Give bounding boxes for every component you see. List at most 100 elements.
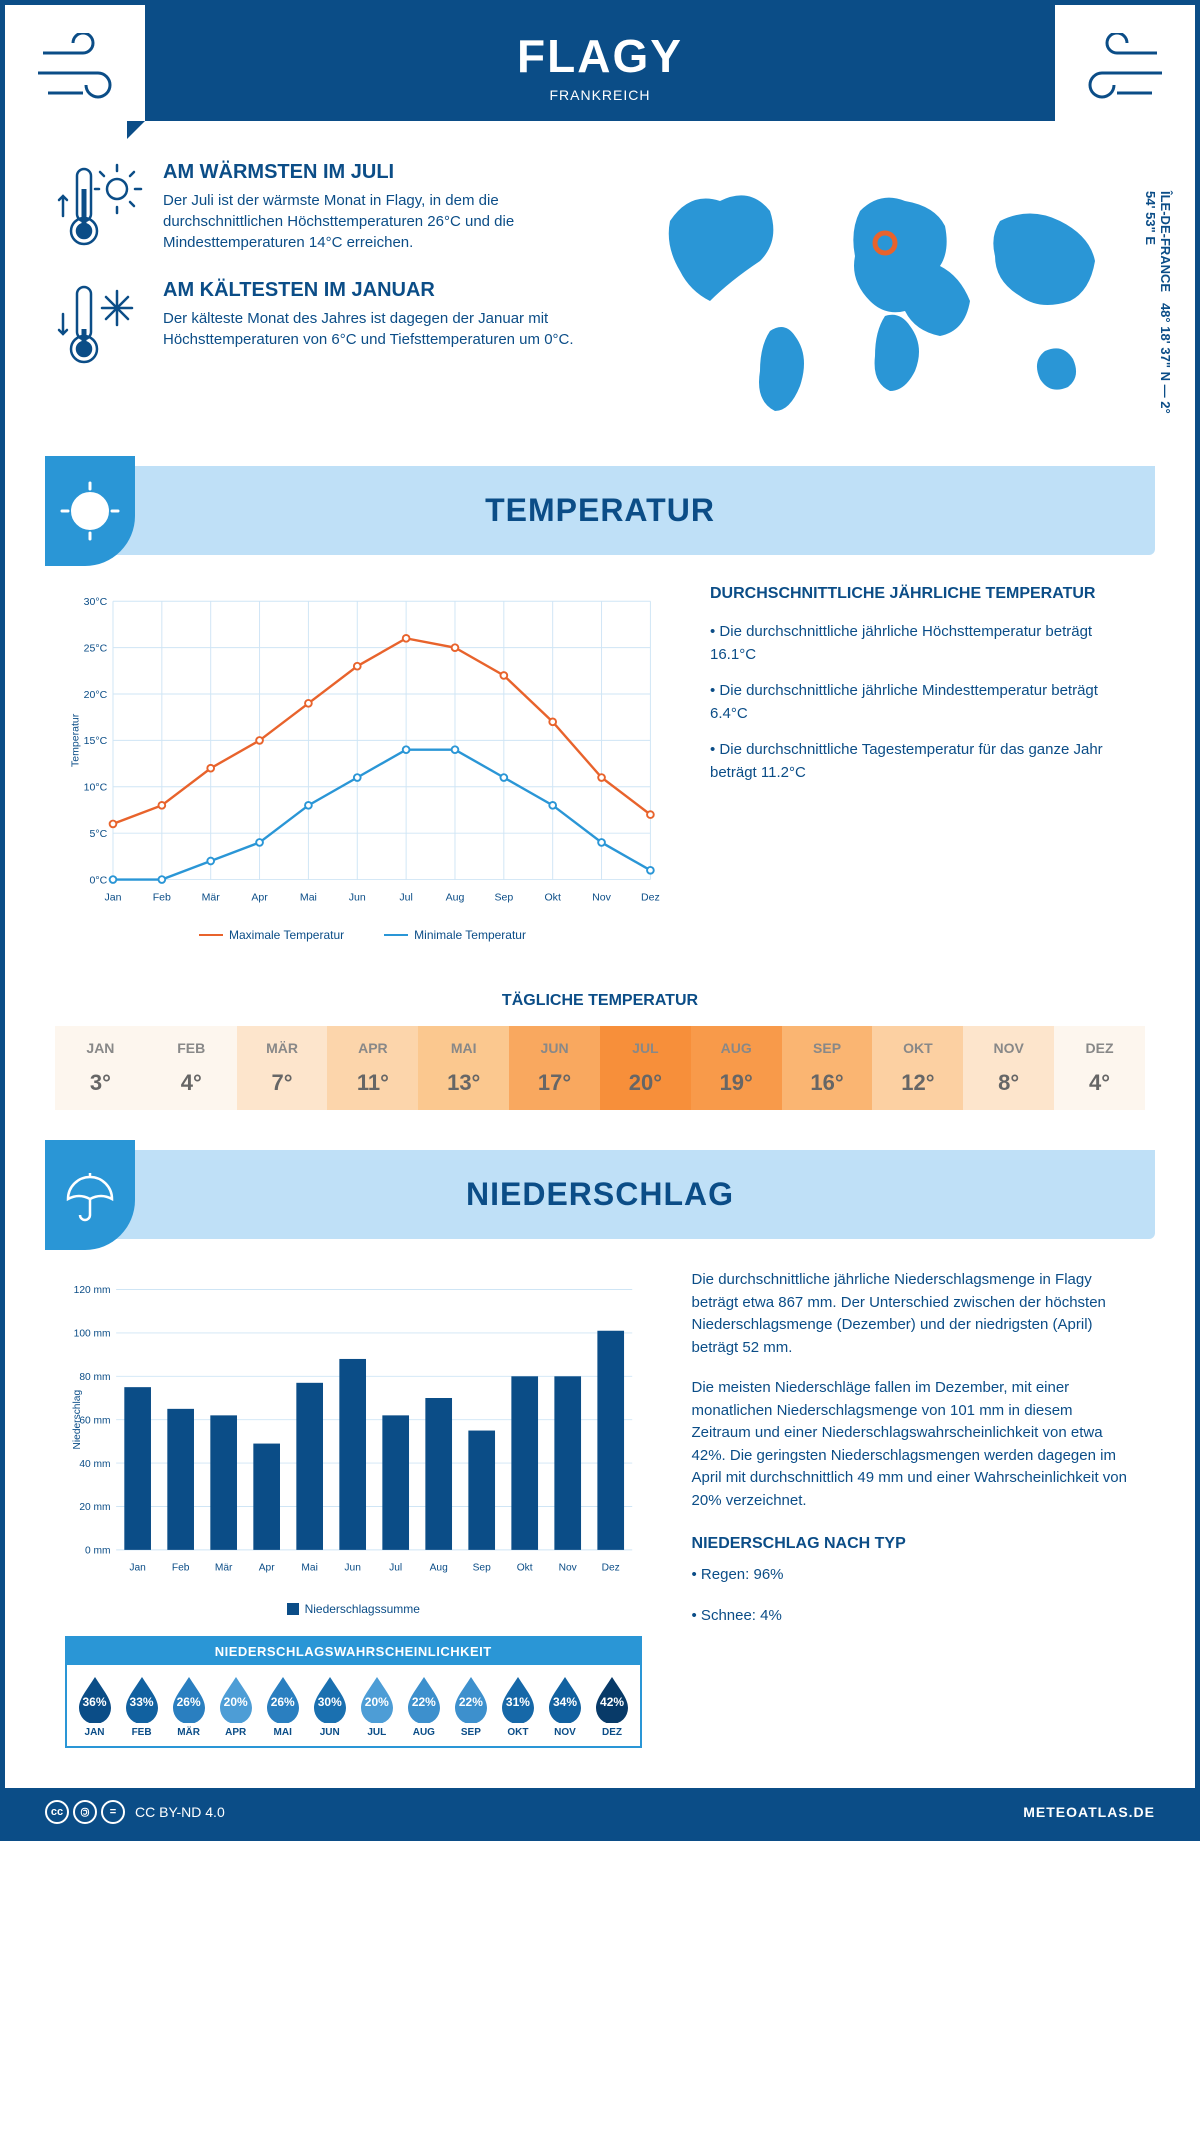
svg-text:0 mm: 0 mm bbox=[85, 1546, 111, 1557]
probability-cell: 26%MÄR bbox=[165, 1675, 212, 1738]
warmest-title: AM WÄRMSTEN IM JULI bbox=[163, 161, 585, 184]
umbrella-icon bbox=[45, 1140, 135, 1250]
license-label: CC BY-ND 4.0 bbox=[135, 1804, 225, 1820]
svg-text:Jan: Jan bbox=[129, 1562, 146, 1573]
temperature-line-chart: 0°C5°C10°C15°C20°C25°C30°CJanFebMärAprMa… bbox=[65, 585, 660, 915]
wind-icon bbox=[1067, 33, 1167, 113]
thermometer-cold-icon bbox=[55, 279, 145, 369]
svg-text:Temperatur: Temperatur bbox=[69, 713, 81, 767]
svg-text:Feb: Feb bbox=[172, 1562, 190, 1573]
daily-temp-cell: DEZ4° bbox=[1054, 1026, 1145, 1110]
svg-text:Mär: Mär bbox=[215, 1562, 233, 1573]
svg-text:20°C: 20°C bbox=[84, 689, 108, 701]
daily-temp-cell: OKT12° bbox=[872, 1026, 963, 1110]
probability-cell: 22%AUG bbox=[400, 1675, 447, 1738]
probability-cell: 34%NOV bbox=[541, 1675, 588, 1738]
chart-legend: Niederschlagssumme bbox=[65, 1602, 642, 1616]
svg-text:25°C: 25°C bbox=[84, 642, 108, 654]
probability-cell: 30%JUN bbox=[306, 1675, 353, 1738]
wind-icon bbox=[33, 33, 133, 113]
temperature-title: TEMPERATUR bbox=[45, 492, 1155, 529]
svg-text:10°C: 10°C bbox=[84, 782, 108, 794]
svg-text:Sep: Sep bbox=[494, 892, 513, 904]
sun-icon bbox=[45, 456, 135, 566]
svg-text:Jan: Jan bbox=[104, 892, 121, 904]
svg-text:Niederschlag: Niederschlag bbox=[72, 1390, 83, 1450]
probability-cell: 22%SEP bbox=[447, 1675, 494, 1738]
precipitation-bar-chart: 0 mm 20 mm 40 mm 60 mm 80 mm 100 mm 120 mm Jan F… bbox=[65, 1269, 642, 1589]
coldest-title: AM KÄLTESTEN IM JANUAR bbox=[163, 279, 585, 302]
probability-cell: 26%MAI bbox=[259, 1675, 306, 1738]
svg-text:120 mm: 120 mm bbox=[74, 1285, 111, 1296]
svg-text:15°C: 15°C bbox=[84, 735, 108, 747]
probability-cell: 42%DEZ bbox=[589, 1675, 636, 1738]
svg-text:30°C: 30°C bbox=[84, 596, 108, 608]
svg-text:Nov: Nov bbox=[592, 892, 611, 904]
precip-type-bullet: • Regen: 96% bbox=[692, 1564, 1135, 1587]
svg-text:Jun: Jun bbox=[349, 892, 366, 904]
svg-text:40 mm: 40 mm bbox=[79, 1459, 110, 1470]
svg-text:Feb: Feb bbox=[153, 892, 171, 904]
daily-temperature-grid: JAN3°FEB4°MÄR7°APR11°MAI13°JUN17°JUL20°A… bbox=[55, 1026, 1145, 1110]
thermometer-hot-icon bbox=[55, 161, 145, 251]
location-title: FLAGY bbox=[145, 29, 1055, 83]
svg-text:20 mm: 20 mm bbox=[79, 1502, 110, 1513]
precip-type-title: NIEDERSCHLAG NACH TYP bbox=[692, 1532, 1135, 1556]
probability-cell: 33%FEB bbox=[118, 1675, 165, 1738]
country-subtitle: FRANKREICH bbox=[145, 87, 1055, 103]
precipitation-section-header: NIEDERSCHLAG bbox=[45, 1150, 1155, 1239]
chart-legend: Maximale Temperatur Minimale Temperatur bbox=[65, 928, 660, 942]
daily-temp-cell: APR11° bbox=[327, 1026, 418, 1110]
precipitation-title: NIEDERSCHLAG bbox=[45, 1176, 1155, 1213]
temp-bullet: • Die durchschnittliche jährliche Höchst… bbox=[710, 621, 1135, 666]
svg-text:Sep: Sep bbox=[473, 1562, 491, 1573]
svg-text:Jul: Jul bbox=[399, 892, 412, 904]
warmest-text: Der Juli ist der wärmste Monat in Flagy,… bbox=[163, 190, 585, 253]
daily-temp-cell: JUN17° bbox=[509, 1026, 600, 1110]
world-map bbox=[615, 161, 1145, 421]
title-banner: FLAGY FRANKREICH bbox=[145, 5, 1055, 121]
probability-cell: 20%APR bbox=[212, 1675, 259, 1738]
temp-desc-title: DURCHSCHNITTLICHE JÄHRLICHE TEMPERATUR bbox=[710, 585, 1135, 603]
temp-bullet: • Die durchschnittliche jährliche Mindes… bbox=[710, 680, 1135, 725]
cc-license-icons: cc🄯= bbox=[45, 1800, 125, 1824]
svg-text:5°C: 5°C bbox=[90, 828, 108, 840]
temperature-section-header: TEMPERATUR bbox=[45, 466, 1155, 555]
svg-text:Okt: Okt bbox=[544, 892, 560, 904]
coldest-block: AM KÄLTESTEN IM JANUAR Der kälteste Mona… bbox=[55, 279, 585, 369]
daily-temp-cell: JUL20° bbox=[600, 1026, 691, 1110]
summary-section: AM WÄRMSTEN IM JULI Der Juli ist der wär… bbox=[5, 151, 1195, 456]
daily-temp-title: TÄGLICHE TEMPERATUR bbox=[5, 992, 1195, 1010]
daily-temp-cell: MÄR7° bbox=[237, 1026, 328, 1110]
svg-text:Jun: Jun bbox=[344, 1562, 361, 1573]
warmest-block: AM WÄRMSTEN IM JULI Der Juli ist der wär… bbox=[55, 161, 585, 253]
svg-text:Jul: Jul bbox=[389, 1562, 402, 1573]
coordinates-label: ÎLE-DE-FRANCE 48° 18' 37" N — 2° 54' 53"… bbox=[1143, 191, 1173, 426]
daily-temp-cell: FEB4° bbox=[146, 1026, 237, 1110]
svg-text:Mai: Mai bbox=[301, 1562, 317, 1573]
probability-cell: 36%JAN bbox=[71, 1675, 118, 1738]
svg-text:80 mm: 80 mm bbox=[79, 1372, 110, 1383]
precip-type-bullet: • Schnee: 4% bbox=[692, 1605, 1135, 1628]
daily-temp-cell: AUG19° bbox=[691, 1026, 782, 1110]
infographic-page: FLAGY FRANKREICH AM WÄRMSTEN IM JULI Der… bbox=[0, 0, 1200, 1841]
svg-text:60 mm: 60 mm bbox=[79, 1415, 110, 1426]
svg-text:Dez: Dez bbox=[641, 892, 660, 904]
coldest-text: Der kälteste Monat des Jahres ist dagege… bbox=[163, 308, 585, 350]
svg-text:Mär: Mär bbox=[202, 892, 221, 904]
precip-text-1: Die durchschnittliche jährliche Niedersc… bbox=[692, 1269, 1135, 1359]
daily-temp-cell: SEP16° bbox=[782, 1026, 873, 1110]
daily-temp-cell: MAI13° bbox=[418, 1026, 509, 1110]
svg-text:Aug: Aug bbox=[430, 1562, 448, 1573]
svg-text:0°C: 0°C bbox=[90, 874, 108, 886]
svg-text:Aug: Aug bbox=[446, 892, 465, 904]
svg-text:Okt: Okt bbox=[517, 1562, 533, 1573]
daily-temp-cell: NOV8° bbox=[963, 1026, 1054, 1110]
probability-cell: 20%JUL bbox=[353, 1675, 400, 1738]
daily-temp-cell: JAN3° bbox=[55, 1026, 146, 1110]
probability-title: NIEDERSCHLAGSWAHRSCHEINLICHKEIT bbox=[67, 1638, 640, 1665]
svg-text:100 mm: 100 mm bbox=[74, 1329, 111, 1340]
svg-text:Apr: Apr bbox=[259, 1562, 275, 1573]
precipitation-probability-box: NIEDERSCHLAGSWAHRSCHEINLICHKEIT 36%JAN33… bbox=[65, 1636, 642, 1748]
svg-text:Dez: Dez bbox=[602, 1562, 620, 1573]
